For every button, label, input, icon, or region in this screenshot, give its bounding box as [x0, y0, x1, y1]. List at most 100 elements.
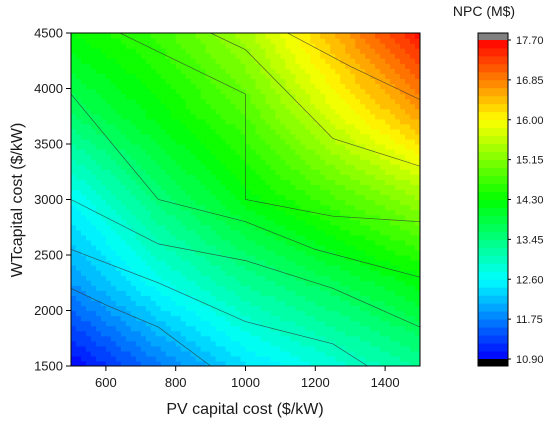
contour-cell	[225, 154, 232, 160]
contour-cell	[250, 209, 257, 216]
contour-cell	[410, 58, 416, 64]
contour-cell	[230, 249, 237, 256]
contour-cell	[410, 285, 416, 291]
contour-cell	[265, 260, 272, 266]
contour-cell	[95, 300, 102, 307]
contour-cell	[315, 330, 321, 337]
contour-cell	[75, 78, 82, 85]
contour-cell	[150, 159, 157, 165]
contour-cell	[255, 265, 262, 271]
contour-cell	[225, 270, 232, 276]
contour-cell	[150, 219, 157, 226]
contour-cell	[180, 300, 187, 307]
contour-cell	[240, 315, 247, 322]
contour-cell	[275, 83, 281, 90]
contour-cell	[145, 43, 152, 49]
contour-cell	[250, 275, 257, 281]
contour-cell	[210, 335, 217, 342]
contour-cell	[115, 179, 122, 185]
contour-cell	[220, 280, 227, 286]
contour-cell	[370, 305, 376, 312]
contour-cell	[170, 108, 177, 115]
contour-cell	[165, 320, 172, 327]
contour-cell	[175, 214, 182, 221]
contour-cell	[100, 53, 107, 59]
contour-cell	[385, 108, 391, 115]
contour-cell	[415, 159, 420, 165]
contour-cell	[150, 229, 157, 236]
contour-cell	[125, 350, 132, 357]
contour-cell	[165, 330, 172, 337]
contour-cell	[285, 315, 291, 322]
contour-cell	[290, 315, 296, 322]
contour-cell	[80, 63, 87, 69]
contour-cell	[385, 53, 391, 59]
contour-cell	[235, 350, 242, 357]
contour-cell	[260, 310, 267, 317]
contour-cell	[170, 285, 177, 291]
contour-cell	[405, 138, 411, 145]
contour-cell	[315, 83, 321, 90]
contour-cell	[71, 174, 77, 180]
contour-cell	[325, 265, 331, 271]
contour-cell	[405, 149, 411, 155]
contour-cell	[370, 234, 376, 241]
contour-cell	[205, 315, 212, 322]
contour-cell	[270, 260, 277, 266]
contour-cell	[210, 249, 217, 256]
contour-cell	[270, 43, 277, 49]
contour-cell	[300, 78, 306, 85]
contour-cell	[275, 305, 281, 312]
contour-cell	[280, 88, 286, 95]
contour-cell	[310, 113, 316, 120]
contour-cell	[140, 88, 147, 95]
contour-cell	[405, 194, 411, 201]
contour-cell	[145, 280, 152, 286]
contour-cell	[295, 113, 301, 120]
contour-cell	[325, 255, 331, 261]
contour-cell	[235, 144, 242, 150]
contour-cell	[320, 179, 326, 185]
contour-cell	[130, 239, 137, 246]
contour-cell	[415, 149, 420, 155]
contour-cell	[165, 113, 172, 120]
contour-cell	[160, 194, 167, 201]
contour-cell	[385, 184, 391, 191]
contour-cell	[120, 83, 127, 90]
contour-cell	[295, 305, 301, 312]
contour-cell	[360, 194, 366, 201]
contour-cell	[230, 295, 237, 302]
contour-cell	[185, 103, 192, 110]
contour-cell	[305, 179, 311, 185]
contour-cell	[365, 194, 371, 201]
contour-cell	[370, 118, 376, 125]
contour-cell	[260, 78, 267, 85]
contour-cell	[310, 144, 316, 150]
contour-cell	[325, 355, 331, 362]
contour-cell	[90, 108, 97, 115]
contour-cell	[330, 315, 336, 322]
contour-cell	[160, 189, 167, 196]
contour-cell	[190, 330, 197, 337]
contour-cell	[200, 154, 207, 160]
contour-cell	[290, 144, 296, 150]
colorbar-band	[478, 351, 508, 360]
contour-cell	[130, 159, 137, 165]
contour-cell	[150, 73, 157, 80]
contour-line	[119, 33, 420, 223]
contour-cell	[370, 219, 376, 226]
contour-cell	[380, 345, 386, 352]
contour-cell	[380, 48, 386, 54]
contour-cell	[195, 270, 202, 276]
contour-cell	[245, 179, 252, 185]
contour-cell	[170, 63, 177, 69]
contour-cell	[100, 335, 107, 342]
contour-cell	[265, 290, 272, 296]
contour-cell	[95, 320, 102, 327]
contour-cell	[270, 199, 277, 206]
contour-cell	[235, 133, 242, 140]
contour-cell	[205, 179, 212, 185]
contour-cell	[175, 33, 182, 39]
contour-cell	[205, 194, 212, 201]
contour-cell	[155, 38, 162, 44]
